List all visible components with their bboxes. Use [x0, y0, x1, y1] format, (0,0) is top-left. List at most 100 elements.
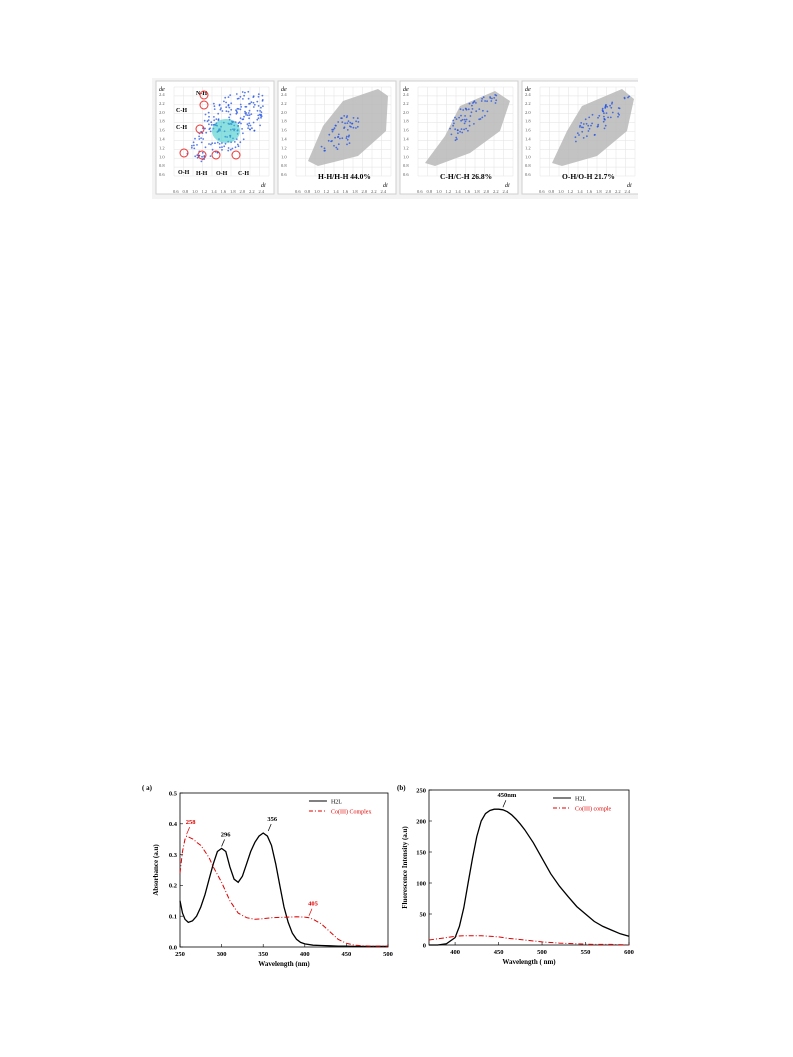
fingerprint-point: [597, 123, 600, 126]
contact-percentage-label: O-H/O-H 21.7%: [562, 172, 615, 181]
fingerprint-point: [247, 90, 250, 93]
fingerprint-point: [243, 115, 245, 118]
fingerprint-point: [237, 122, 240, 125]
y-tick-label: 0.6: [159, 172, 165, 177]
fingerprint-point: [582, 137, 585, 139]
fingerprint-point: [357, 121, 360, 123]
fingerprint-point: [335, 146, 338, 149]
fingerprint-point: [256, 100, 259, 103]
fingerprint-point: [588, 127, 591, 130]
y-tick-label: 1.6: [403, 128, 409, 133]
fingerprint-point: [341, 137, 344, 140]
fingerprint-point: [481, 116, 484, 119]
fingerprint-point: [192, 141, 195, 144]
x-tick-label: 1.6: [465, 189, 471, 194]
fingerprint-point: [452, 124, 454, 127]
y-axis-label: Fluorescence Intensity (a.u): [401, 826, 409, 909]
fingerprint-point: [611, 111, 614, 114]
fingerprint-point: [465, 118, 468, 121]
fingerprint-point: [200, 137, 202, 139]
fingerprint-point: [203, 119, 206, 122]
fingerprint-point: [611, 101, 614, 104]
x-tick-label: 2.4: [503, 189, 509, 194]
fingerprint-point: [245, 114, 247, 116]
fingerprint-point: [236, 143, 239, 146]
fingerprint-point: [248, 117, 250, 120]
fingerprint-point: [257, 93, 260, 96]
y-tick-label: 2.4: [525, 92, 531, 97]
fingerprint-point: [471, 108, 474, 110]
x-tick-label: 1.4: [211, 189, 217, 194]
fingerprint-point: [193, 144, 195, 147]
fingerprint-point: [596, 125, 599, 128]
fingerprint-point: [253, 129, 256, 132]
fingerprint-point: [459, 108, 462, 111]
fingerprint-point: [579, 126, 581, 128]
fingerprint-point: [603, 112, 605, 115]
fingerprint-point: [339, 137, 341, 140]
fingerprint-point: [465, 127, 467, 130]
fingerprint-point: [239, 95, 242, 98]
fingerprint-point: [239, 141, 242, 144]
y-tick-label: 1.2: [403, 145, 409, 150]
fingerprint-point: [217, 119, 220, 122]
y-tick-label: 0.6: [281, 172, 287, 177]
fingerprint-point: [207, 119, 210, 121]
fingerprint-point: [244, 110, 246, 113]
fingerprint-point: [478, 118, 481, 121]
y-tick-label: 0.6: [525, 172, 531, 177]
fingerprint-point: [220, 107, 222, 109]
fingerprint-point: [475, 110, 478, 113]
y-tick-label: 0.2: [169, 883, 177, 890]
fingerprint-point: [260, 111, 263, 114]
fingerprint-point: [468, 120, 471, 123]
fingerprint-point: [606, 105, 609, 108]
fingerprint-point: [623, 96, 626, 99]
fingerprint-point: [472, 101, 475, 103]
fingerprint-point: [224, 96, 227, 99]
fingerprint-point: [230, 102, 233, 105]
x-tick-label: 0.8: [549, 189, 555, 194]
fingerprint-point: [253, 103, 256, 106]
fingerprint-point: [202, 127, 204, 130]
x-tick-label: 450: [494, 949, 504, 956]
fingerprint-point: [218, 103, 221, 106]
x-tick-label: 0.6: [173, 189, 179, 194]
fingerprint-point: [355, 127, 357, 129]
annotation-circle: [231, 150, 241, 160]
fingerprint-point: [241, 118, 244, 121]
fingerprint-point: [454, 128, 457, 131]
de-axis-label: de: [281, 87, 287, 93]
y-tick-label: 0.8: [525, 163, 531, 168]
fingerprint-point: [257, 114, 260, 117]
fingerprint-point: [480, 100, 483, 102]
fingerprint-point: [249, 124, 252, 127]
fingerprint-point: [218, 143, 221, 145]
fingerprint-point: [207, 111, 210, 114]
y-tick-label: 0.5: [169, 790, 178, 797]
fingerprint-point: [484, 100, 486, 102]
fingerprint-point: [204, 113, 207, 116]
series-line-2: [179, 835, 388, 947]
fingerprint-point: [241, 128, 243, 130]
fingerprint-point: [259, 124, 261, 127]
di-axis-label: di: [627, 183, 632, 189]
fingerprint-point: [456, 138, 458, 140]
fingerprint-point: [211, 142, 214, 145]
fingerprint-point: [334, 136, 336, 139]
y-tick-label: 1.4: [281, 137, 287, 142]
x-tick-label: 400: [300, 951, 310, 958]
fingerprint-point: [323, 147, 326, 150]
fingerprint-point: [345, 137, 348, 139]
fingerprint-point: [464, 115, 466, 117]
fingerprint-point: [200, 141, 203, 144]
fingerprint-point: [196, 144, 198, 146]
fingerprint-point: [257, 95, 260, 98]
fingerprint-point: [343, 126, 346, 129]
y-tick-label: 1.0: [281, 154, 287, 159]
x-tick-label: 1.0: [192, 189, 198, 194]
y-tick-label: 1.4: [159, 137, 165, 142]
fingerprint-gray-area: [552, 89, 634, 166]
x-tick-label: 1.0: [436, 189, 442, 194]
fingerprint-point: [331, 130, 334, 133]
